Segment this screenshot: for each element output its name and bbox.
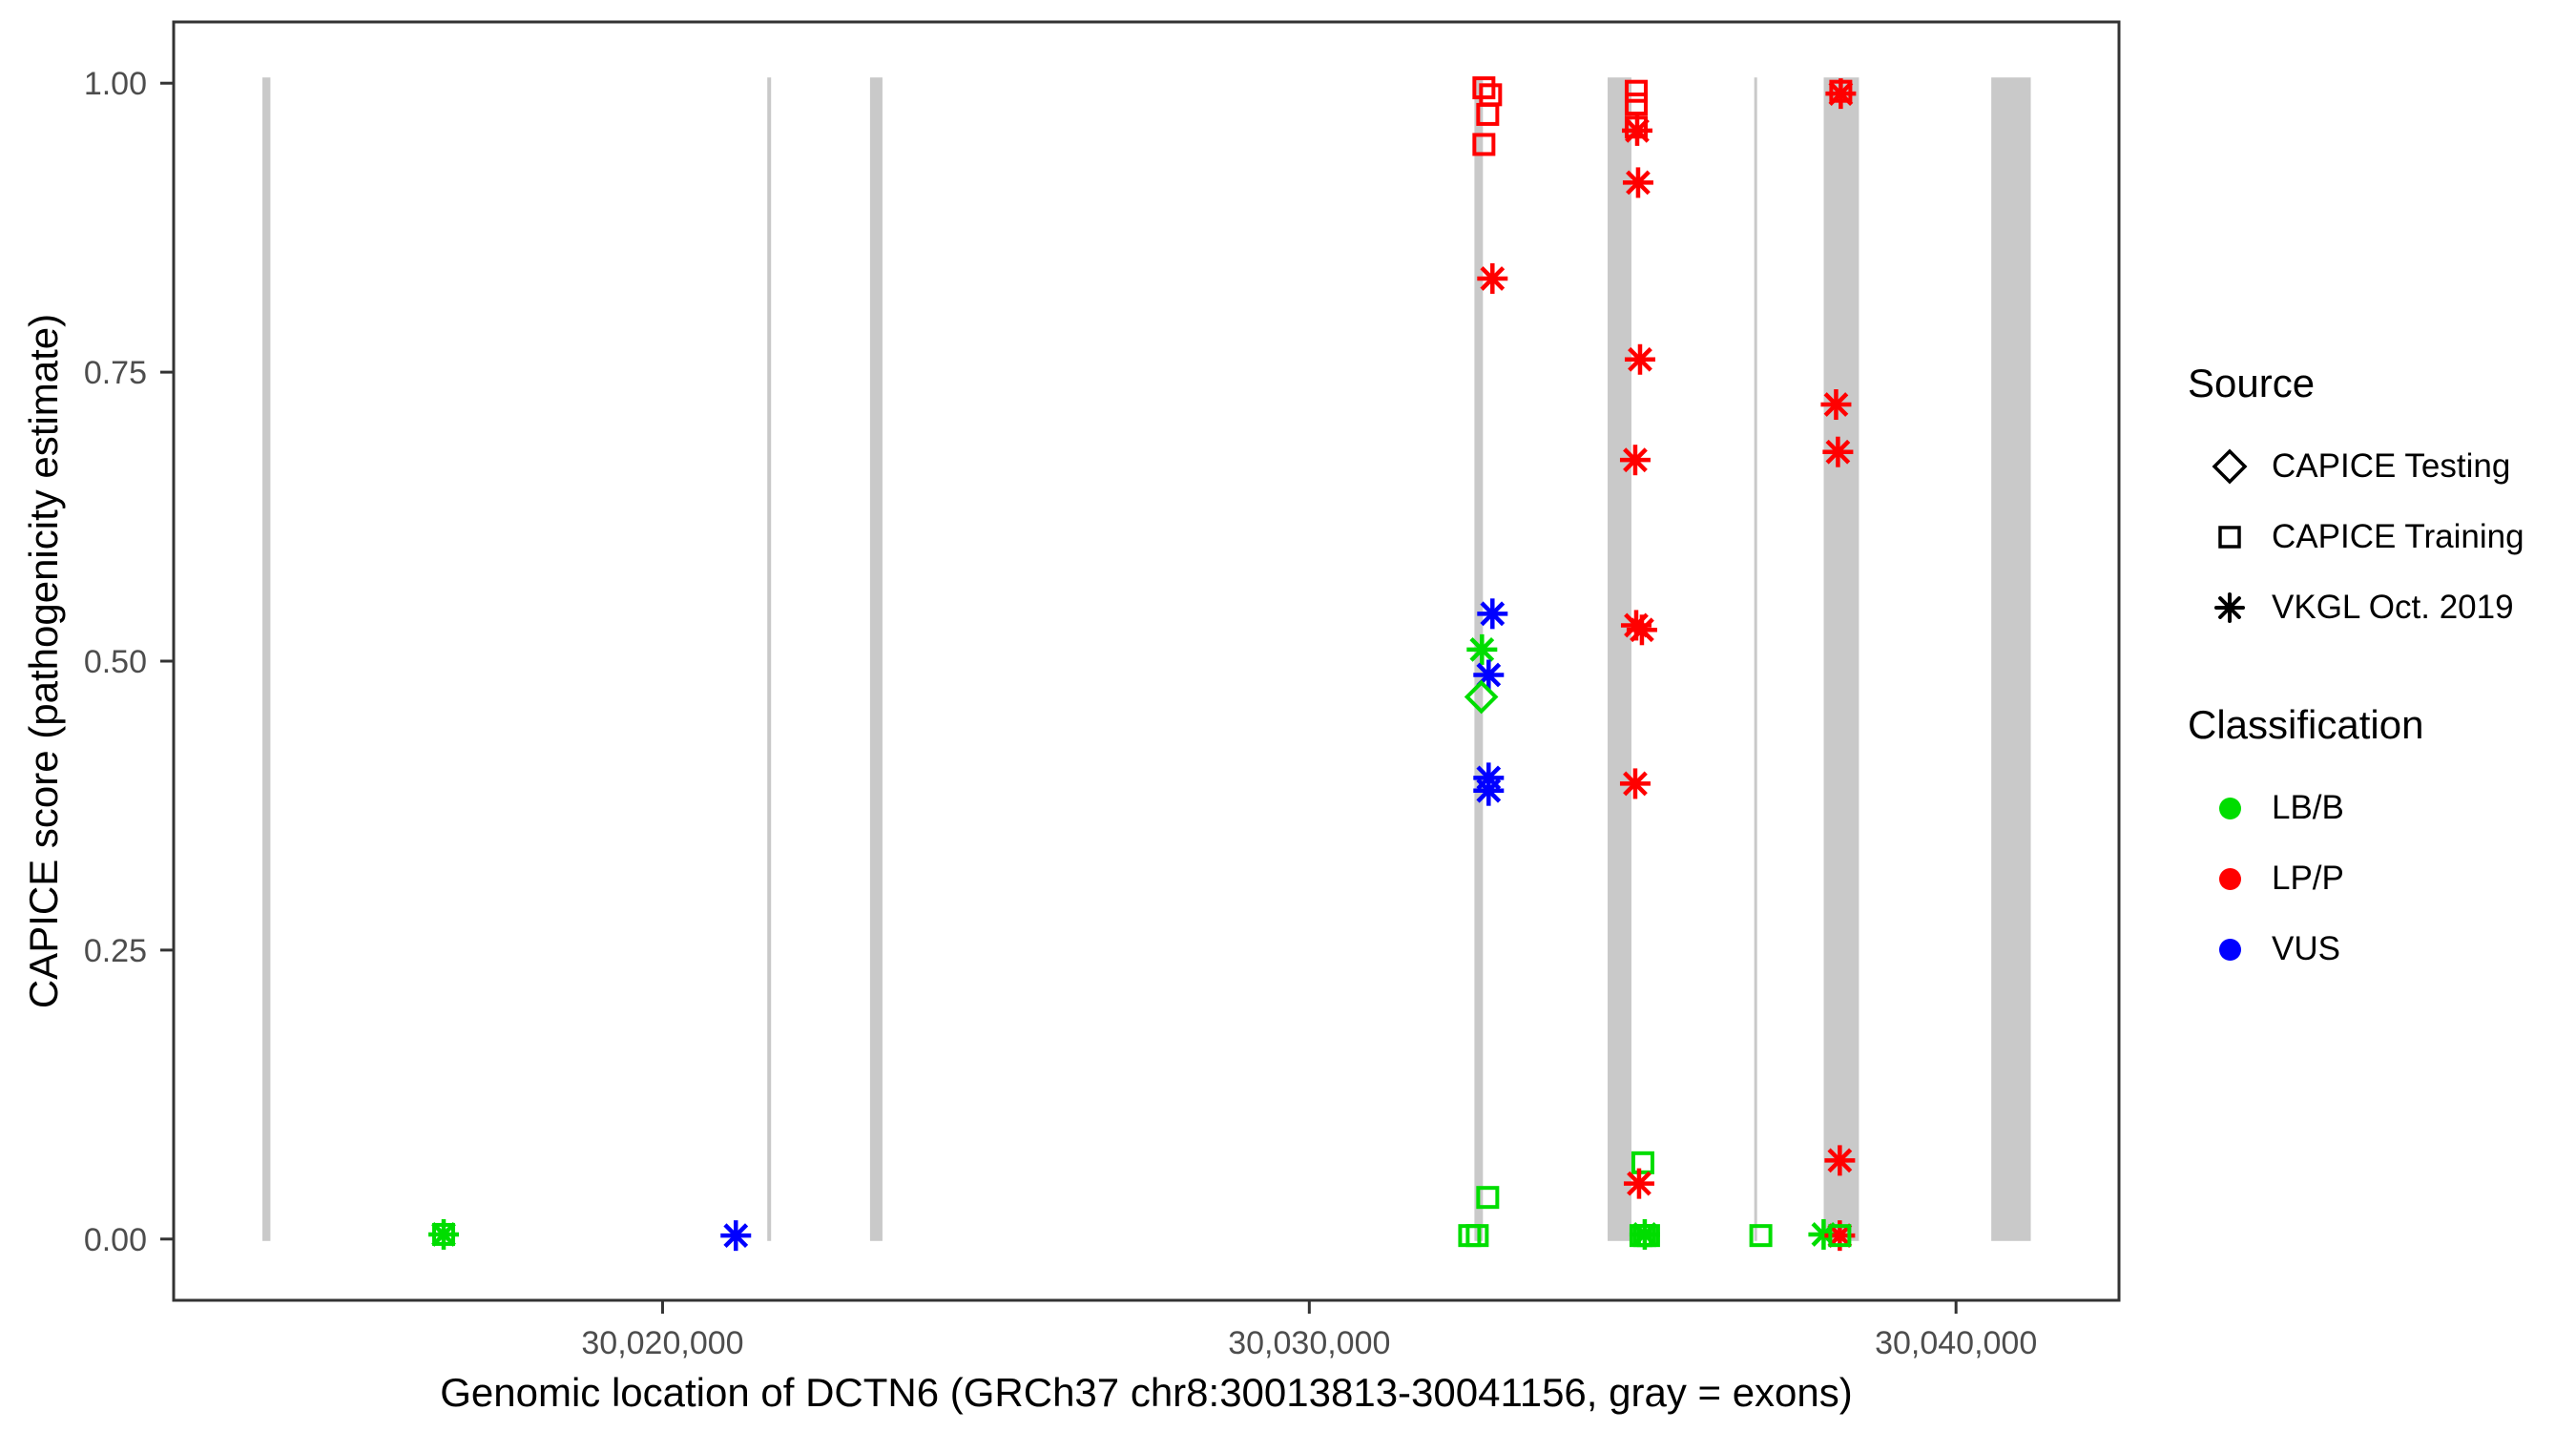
data-point-asterisk — [1623, 1168, 1654, 1199]
data-point-square — [1472, 133, 1496, 156]
exon-bar — [1991, 77, 2031, 1241]
data-point-square — [1479, 83, 1503, 107]
x-tick-label: 30,020,000 — [581, 1325, 743, 1361]
data-point-asterisk — [428, 1218, 460, 1250]
legend-item-capice-testing: CAPICE Testing — [2188, 431, 2524, 502]
red-dot-icon — [2209, 858, 2251, 900]
y-tick-label: 0.75 — [84, 355, 147, 391]
exon-bar — [262, 77, 271, 1241]
data-point-asterisk — [1820, 389, 1852, 421]
data-point-square — [1828, 1224, 1852, 1248]
data-point-square — [1632, 1224, 1656, 1248]
legend-item-capice-training: CAPICE Training — [2188, 502, 2524, 572]
data-point-asterisk — [720, 1220, 752, 1252]
legend-item-label: VKGL Oct. 2019 — [2272, 589, 2514, 626]
legend-item-label: LB/B — [2272, 789, 2344, 826]
green-dot-icon — [2209, 787, 2251, 829]
data-point-asterisk — [1624, 343, 1655, 375]
data-point-square — [1472, 76, 1496, 100]
data-point-asterisk — [1825, 78, 1857, 110]
square-icon — [2209, 516, 2251, 558]
data-point-square — [1476, 102, 1500, 126]
x-axis-title: Genomic location of DCTN6 (GRCh37 chr8:3… — [440, 1370, 1853, 1415]
data-point-asterisk — [1466, 633, 1498, 665]
y-tick-label: 0.25 — [84, 933, 147, 969]
exon-bar — [1823, 77, 1859, 1241]
data-point-square — [1624, 93, 1648, 116]
data-point-square — [1465, 1224, 1489, 1248]
exon-bar — [1474, 77, 1484, 1241]
data-point-square — [1631, 1151, 1654, 1174]
data-point-asterisk — [1619, 445, 1651, 476]
legend-item-label: CAPICE Training — [2272, 518, 2524, 555]
legend-item-label: VUS — [2272, 930, 2340, 967]
data-point-asterisk — [1626, 614, 1657, 646]
legend-classification: Classification LB/B LP/P VUS — [2188, 702, 2423, 985]
legend-item-label: CAPICE Testing — [2272, 447, 2511, 485]
y-tick-label: 0.50 — [84, 644, 147, 680]
data-point-square — [1749, 1224, 1773, 1248]
data-point-diamond — [1464, 679, 1499, 715]
data-point-asterisk — [1822, 436, 1854, 467]
y-tick-label: 1.00 — [84, 66, 147, 102]
exon-bar — [869, 77, 883, 1241]
data-point-square — [1624, 79, 1648, 103]
diamond-icon — [2209, 446, 2251, 487]
legend-item-vus: VUS — [2188, 914, 2423, 985]
data-point-asterisk — [1621, 114, 1652, 146]
data-point-square — [1476, 1186, 1500, 1210]
data-point-asterisk — [1473, 775, 1505, 806]
legend-item-lpp: LP/P — [2188, 843, 2423, 914]
data-point-asterisk — [1622, 167, 1653, 198]
data-point-asterisk — [1477, 262, 1508, 294]
x-tick-label: 30,030,000 — [1228, 1325, 1390, 1361]
legend-item-label: LP/P — [2272, 860, 2344, 897]
data-point-asterisk — [1619, 768, 1651, 799]
x-tick-label: 30,040,000 — [1875, 1325, 2037, 1361]
legend-source: Source CAPICE Testing CAPICE Training — [2188, 361, 2524, 643]
legend-source-title: Source — [2188, 361, 2316, 405]
asterisk-icon — [2209, 587, 2251, 629]
exon-bar — [1608, 77, 1631, 1241]
data-point-asterisk — [1477, 598, 1508, 630]
blue-dot-icon — [2209, 928, 2251, 970]
y-axis-title: CAPICE score (pathogenicity estimate) — [21, 313, 66, 1009]
legend-item-vkgl: VKGL Oct. 2019 — [2188, 572, 2524, 643]
legend-item-lbb: LB/B — [2188, 773, 2423, 843]
legend-classification-title: Classification — [2188, 702, 2424, 747]
y-tick-label: 0.00 — [84, 1222, 147, 1258]
exon-bar — [767, 77, 772, 1241]
exon-bar — [1754, 77, 1757, 1241]
data-point-asterisk — [1824, 1145, 1856, 1176]
